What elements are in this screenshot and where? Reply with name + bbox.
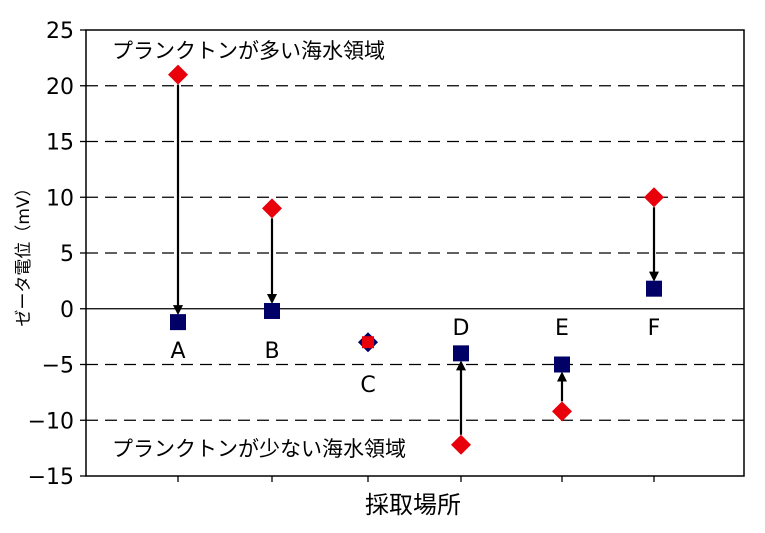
y-tick-label: 10: [46, 186, 74, 211]
diamond-point-F: [644, 187, 664, 208]
y-tick-label: 25: [46, 19, 74, 44]
diamond-point-E: [552, 401, 572, 422]
square-point-F: [646, 280, 662, 297]
y-tick-label: −5: [42, 354, 74, 379]
diamond-point-B: [262, 198, 282, 219]
y-axis-label: ゼータ電位（mV）: [14, 179, 34, 326]
y-tick-label: −10: [28, 409, 74, 434]
category-label-B: B: [264, 339, 279, 364]
arrows: [173, 84, 659, 435]
diamond-point-C: [362, 336, 374, 349]
diamond-point-A: [168, 64, 188, 85]
category-labels: A B C D E F: [170, 316, 660, 398]
y-tick-label: 5: [60, 242, 74, 267]
annotation-many-plankton: プランクトンが多い海水領域: [112, 39, 385, 63]
y-tick-label: 20: [46, 75, 74, 100]
y-tick-label: 15: [46, 131, 74, 156]
category-label-C: C: [360, 373, 375, 398]
x-axis-ticks: [177, 476, 655, 482]
square-point-D: [453, 345, 469, 362]
data-marks: [168, 64, 664, 455]
category-label-D: D: [453, 316, 470, 341]
y-tick-label: −15: [28, 465, 74, 490]
category-label-A: A: [170, 339, 185, 364]
diamond-point-D: [451, 434, 471, 455]
plot-frame: [85, 29, 745, 477]
x-axis-label: 採取場所: [365, 491, 461, 519]
annotation-few-plankton: プランクトンが少ない海水領域: [112, 437, 406, 461]
y-tick-label: 0: [60, 298, 74, 323]
square-point-B: [264, 302, 280, 319]
category-label-F: F: [648, 316, 661, 341]
square-point-A: [170, 314, 186, 331]
y-axis-ticks: 25 20 15 10 5 0 −5 −10 −15: [28, 19, 86, 490]
category-label-E: E: [555, 316, 569, 341]
grid: [86, 85, 744, 421]
square-point-E: [554, 356, 570, 373]
